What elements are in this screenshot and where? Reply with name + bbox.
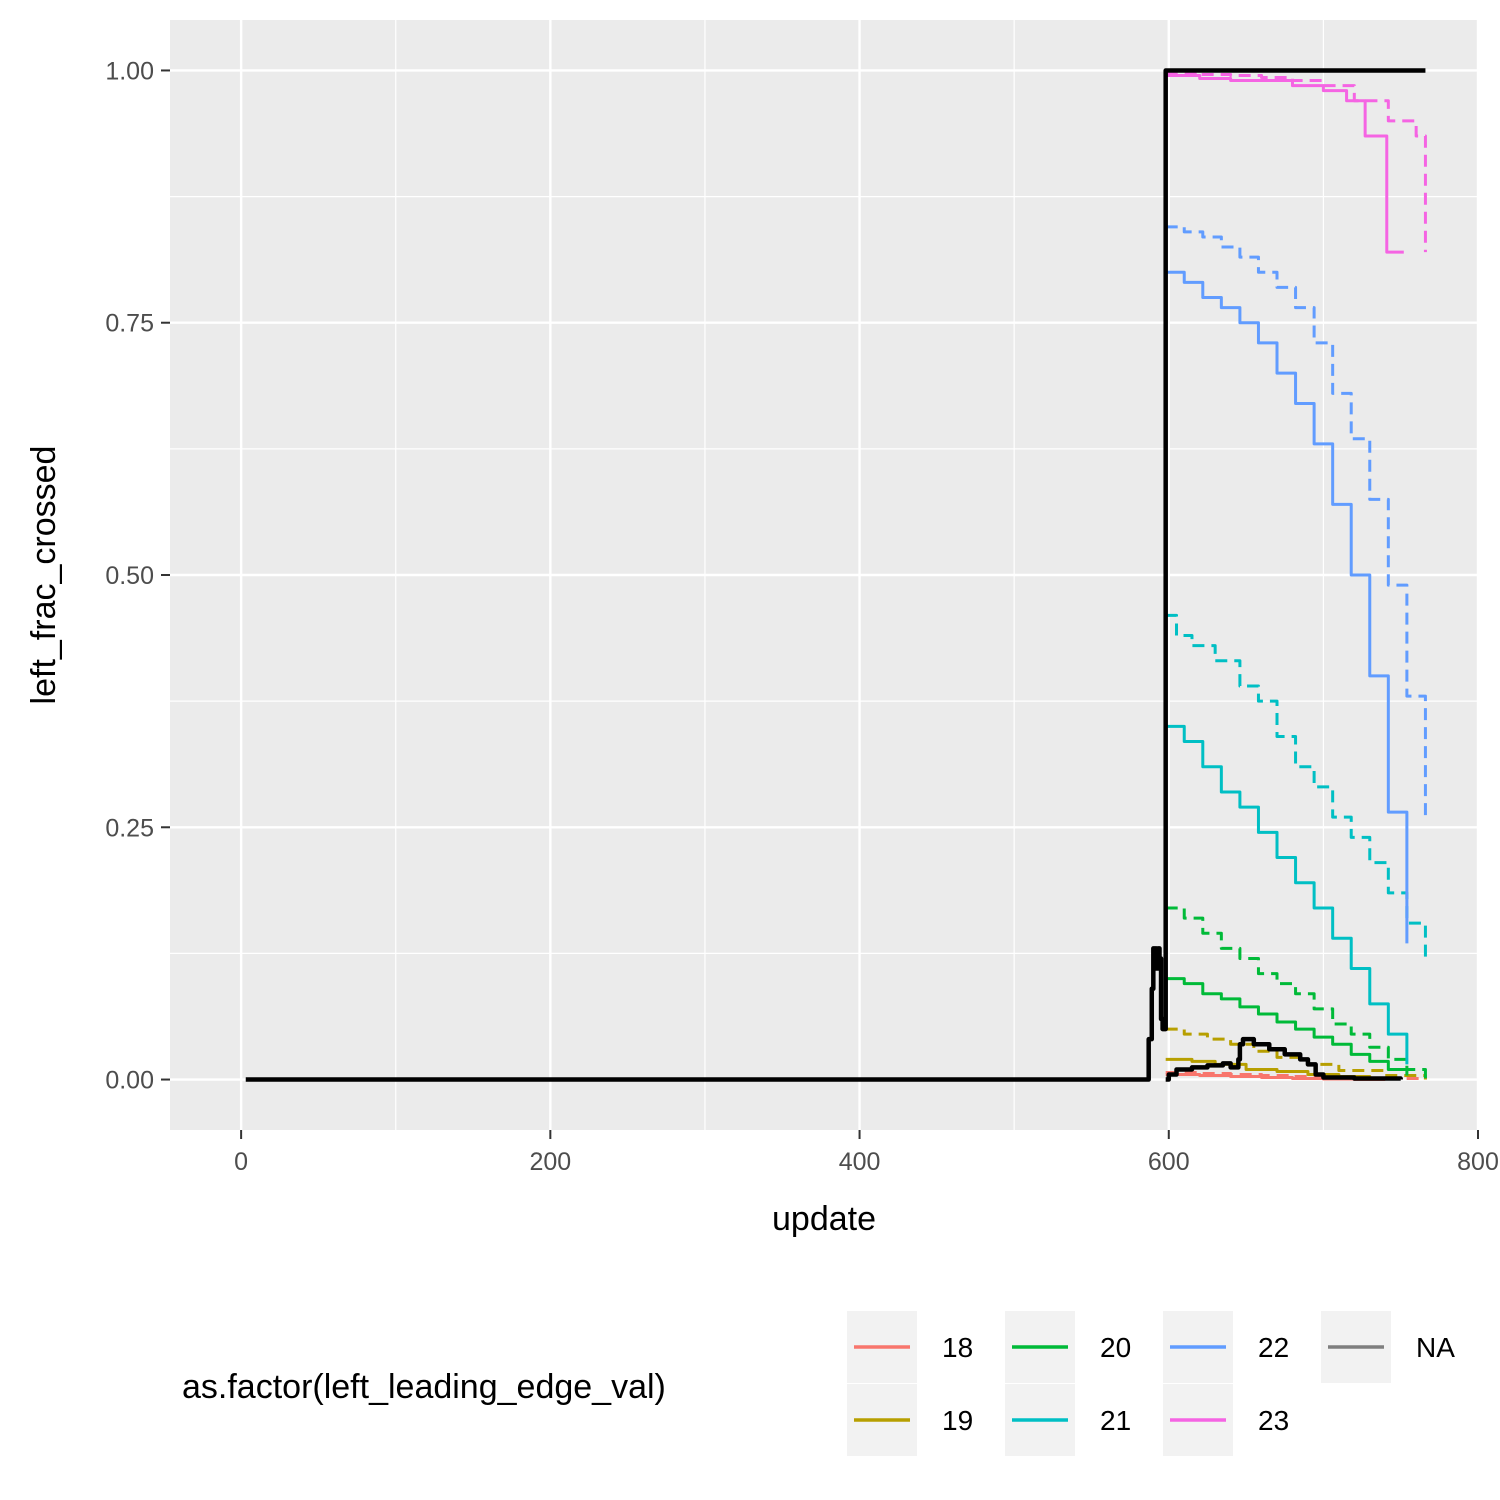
series-line-20 [1165, 977, 1409, 1076]
x-tick-label: 600 [1148, 1148, 1190, 1176]
series-line-22 [1165, 270, 1409, 944]
x-tick-label: 800 [1457, 1148, 1499, 1176]
x-axis-title: update [772, 1200, 876, 1238]
series-line-NA [245, 68, 1426, 1082]
legend-label: 23 [1258, 1405, 1289, 1436]
y-tick-label: 0.75 [105, 310, 154, 338]
series-layer [245, 68, 1427, 1082]
series-line-23-dashed [1165, 70, 1427, 253]
y-tick-label: 0.50 [105, 562, 154, 590]
legend-label: 18 [942, 1332, 973, 1363]
x-tick-label: 400 [839, 1148, 881, 1176]
major-gridlines [170, 20, 1480, 1130]
legend-label: NA [1416, 1332, 1455, 1363]
x-tick-label: 200 [529, 1148, 571, 1176]
series-line-21-dashed [1165, 613, 1427, 959]
legend-label: 20 [1100, 1332, 1131, 1363]
legend: as.factor(left_leading_edge_val) 18 19 20 2… [182, 1311, 1455, 1456]
series-line-NA [1165, 1036, 1403, 1082]
series-line-21 [1165, 724, 1409, 1065]
series-line-20-dashed [1165, 906, 1427, 1080]
legend-label: 19 [942, 1405, 973, 1436]
y-axis: 0.00 0.25 0.50 0.75 1.00 [105, 57, 170, 1095]
legend-label: 21 [1100, 1405, 1131, 1436]
y-axis-title: left_frac_crossed [25, 446, 63, 705]
y-tick-label: 0.25 [105, 814, 154, 842]
legend-label: 22 [1258, 1332, 1289, 1363]
x-tick-label: 0 [234, 1148, 248, 1176]
series-line-22-dashed [1165, 225, 1427, 818]
legend-title: as.factor(left_leading_edge_val) [182, 1368, 666, 1406]
x-axis: 0 200 400 600 800 [234, 1130, 1499, 1176]
y-tick-label: 1.00 [105, 57, 154, 85]
series-line-23 [1165, 74, 1404, 254]
y-tick-label: 0.00 [105, 1067, 154, 1095]
